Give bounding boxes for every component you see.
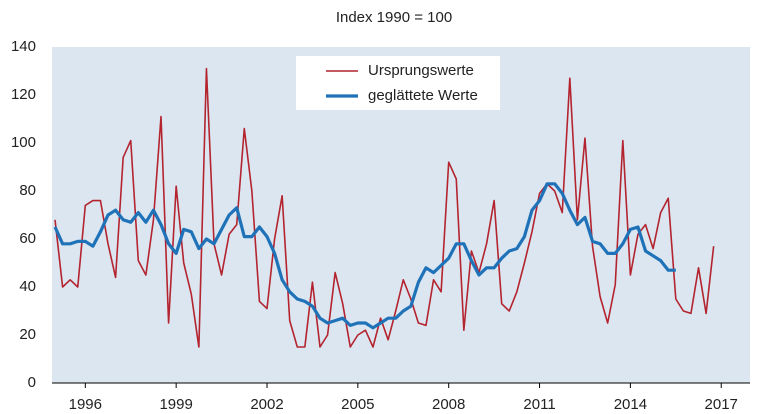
x-tick-label: 2008: [432, 396, 465, 413]
y-tick-label: 20: [19, 326, 36, 343]
x-tick-label: 2014: [614, 396, 647, 413]
chart-title: Index 1990 = 100: [336, 9, 452, 26]
x-tick-label: 2005: [341, 396, 374, 413]
y-tick-label: 0: [28, 374, 36, 391]
x-tick-label: 1996: [69, 396, 102, 413]
y-tick-label: 60: [19, 230, 36, 247]
series-line: [54, 67, 715, 348]
legend-label: Ursprungswerte: [368, 62, 474, 79]
y-tick-label: 140: [11, 38, 36, 55]
x-tick-label: 1999: [159, 396, 192, 413]
y-tick-label: 80: [19, 182, 36, 199]
legend-box: [296, 56, 500, 110]
y-tick-label: 100: [11, 134, 36, 151]
y-tick-label: 40: [19, 278, 36, 295]
x-tick-label: 2011: [523, 396, 555, 413]
y-tick-label: 120: [11, 86, 36, 103]
x-tick-label: 2002: [250, 396, 283, 413]
legend-label: geglättete Werte: [368, 87, 478, 104]
series-line: [53, 182, 676, 330]
x-tick-label: 2017: [705, 396, 738, 413]
